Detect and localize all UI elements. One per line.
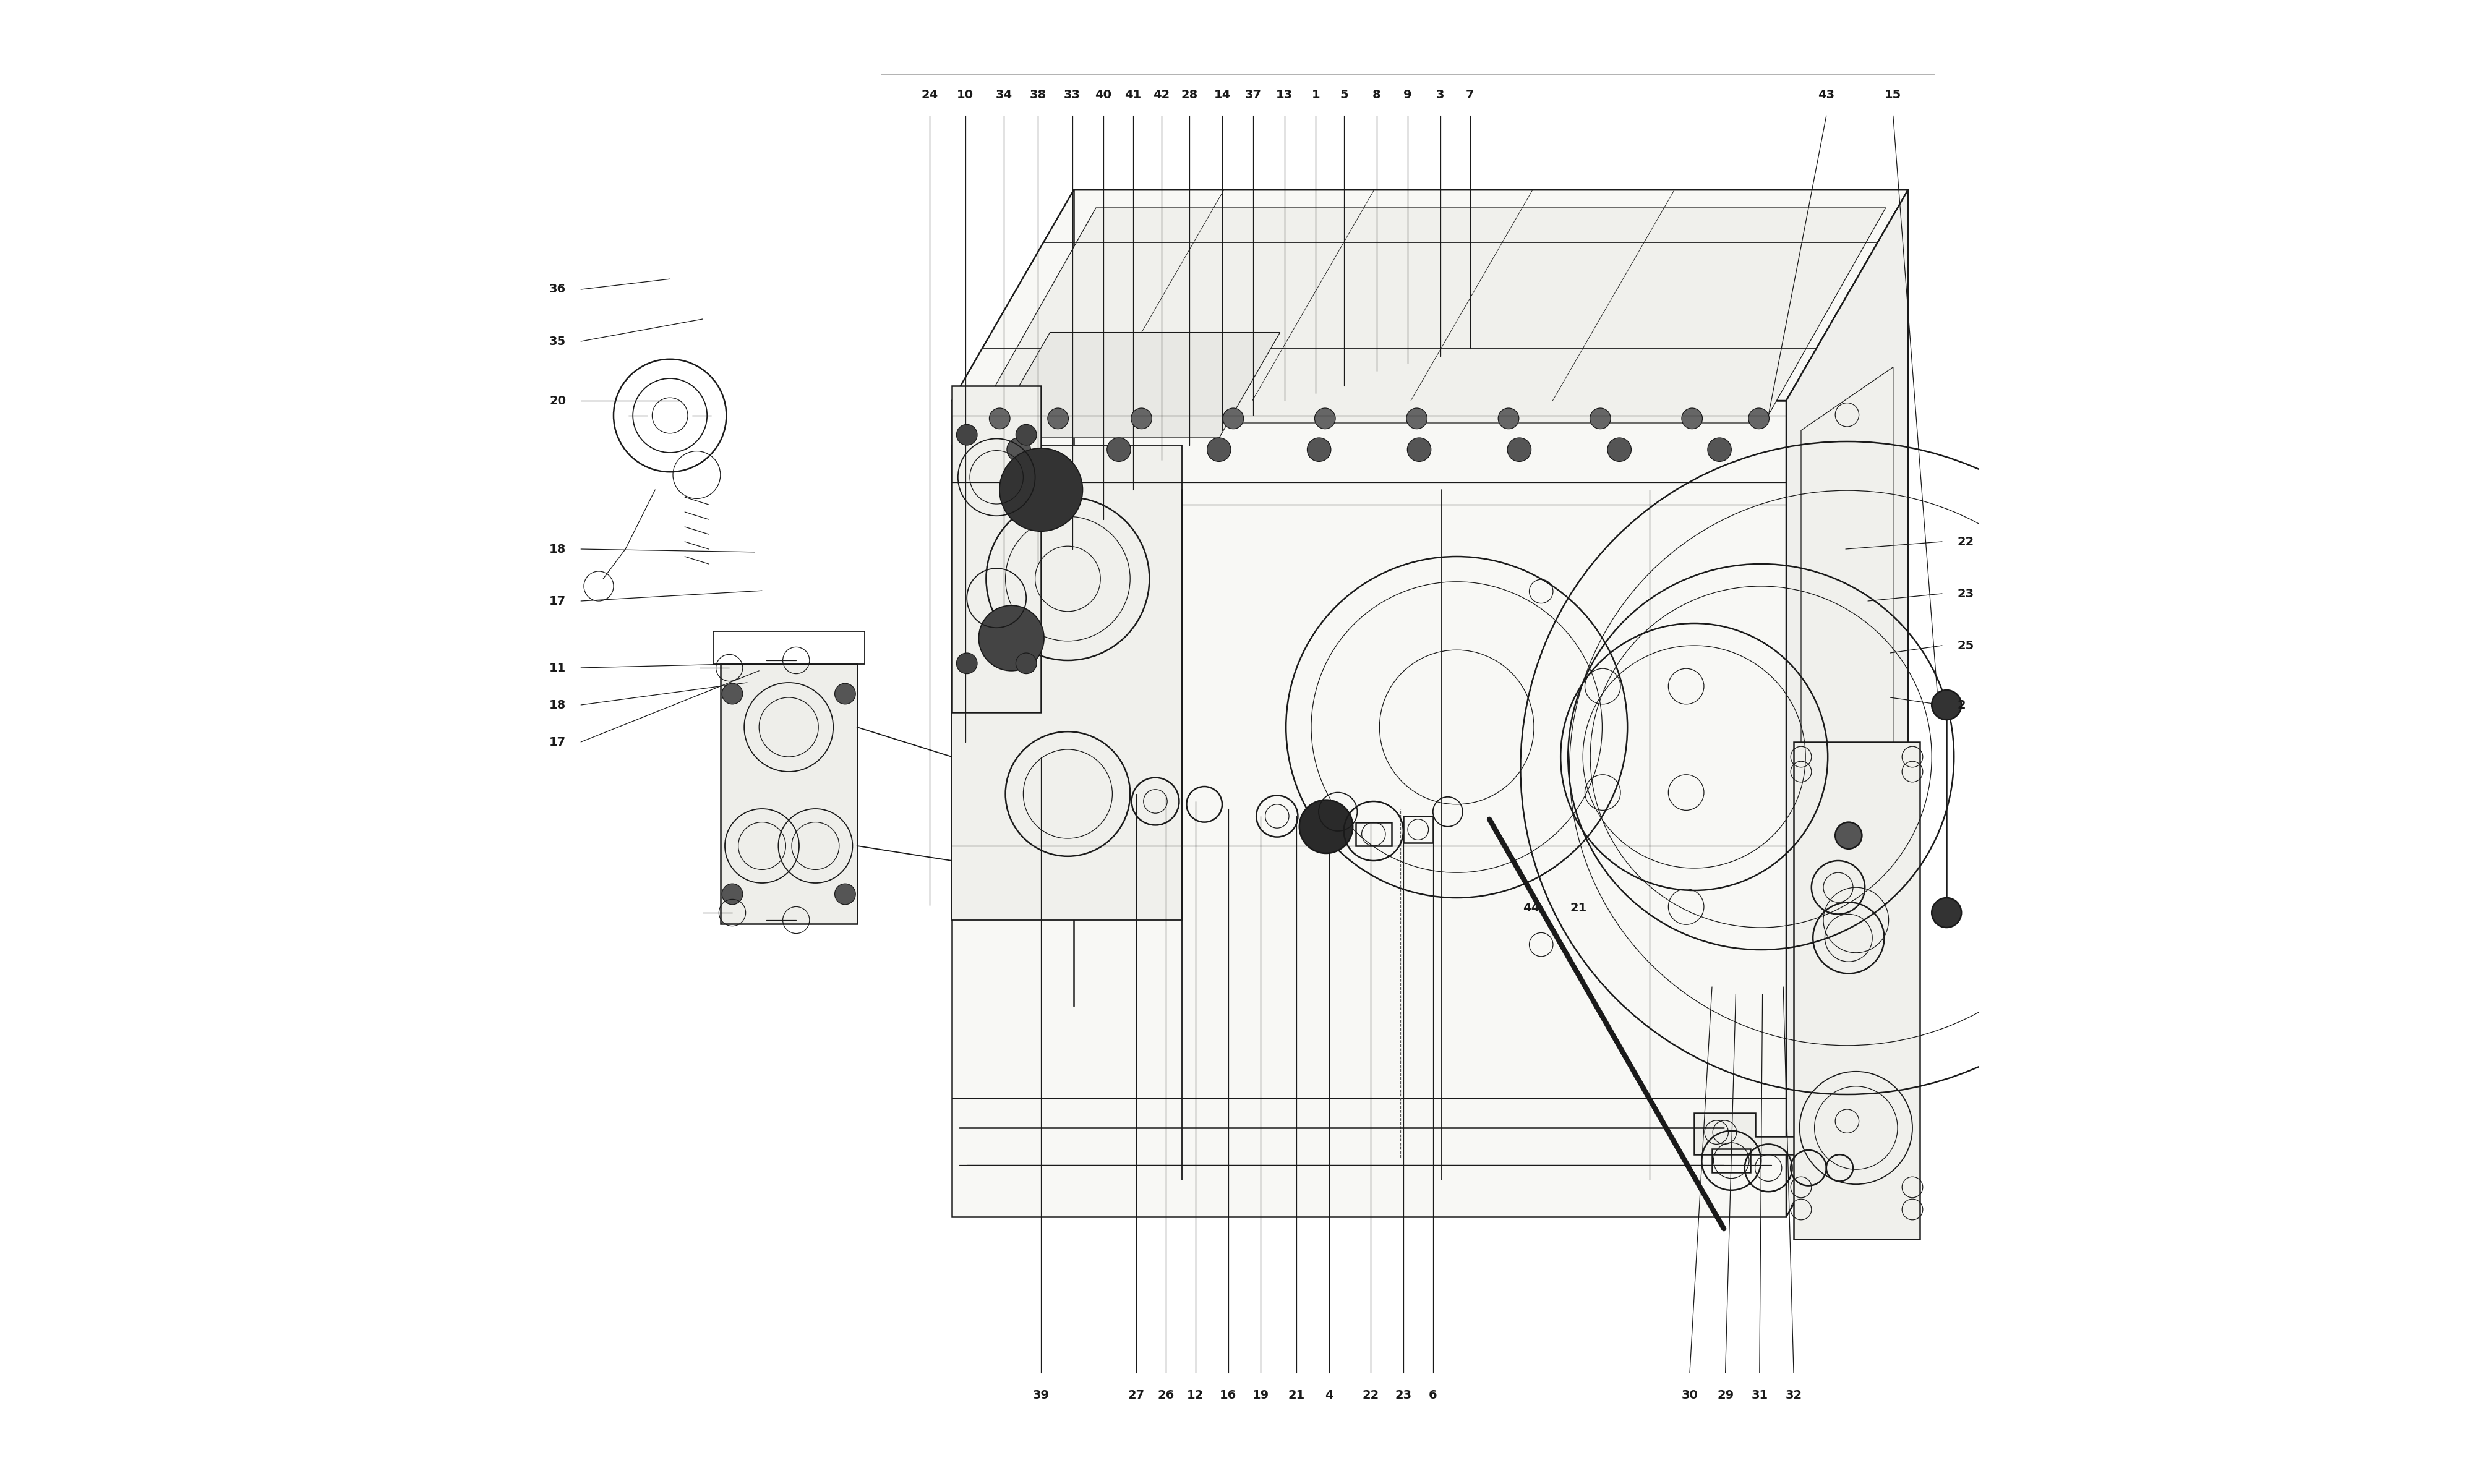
Text: 20: 20	[549, 395, 567, 407]
Polygon shape	[1794, 742, 1920, 1239]
Circle shape	[999, 448, 1084, 531]
Circle shape	[722, 883, 742, 904]
Text: 29: 29	[1717, 1389, 1734, 1401]
Text: 27: 27	[1128, 1389, 1145, 1401]
Text: 5: 5	[1338, 89, 1348, 101]
Circle shape	[1932, 690, 1962, 720]
Text: 9: 9	[1403, 89, 1413, 101]
Circle shape	[980, 605, 1044, 671]
Polygon shape	[952, 190, 1907, 401]
Bar	[952, 416, 1786, 482]
Text: 15: 15	[1885, 89, 1903, 101]
Circle shape	[957, 424, 977, 445]
Text: 17: 17	[549, 736, 567, 748]
Text: 11: 11	[549, 662, 567, 674]
Text: 10: 10	[957, 89, 975, 101]
Text: 28: 28	[1180, 89, 1197, 101]
Text: 24: 24	[920, 89, 938, 101]
Polygon shape	[952, 386, 1042, 712]
Circle shape	[1707, 438, 1732, 462]
Text: 22: 22	[1957, 536, 1974, 548]
Text: 18: 18	[549, 543, 567, 555]
Circle shape	[1932, 898, 1962, 927]
Circle shape	[1017, 424, 1037, 445]
Text: 12: 12	[1188, 1389, 1205, 1401]
Bar	[713, 632, 863, 665]
Bar	[1403, 816, 1432, 843]
Circle shape	[1017, 653, 1037, 674]
Circle shape	[1047, 408, 1069, 429]
Circle shape	[1207, 438, 1232, 462]
Text: 8: 8	[1373, 89, 1380, 101]
Text: 41: 41	[1126, 89, 1141, 101]
Circle shape	[1749, 408, 1769, 429]
Text: 42: 42	[1153, 89, 1170, 101]
Text: 19: 19	[1252, 1389, 1269, 1401]
Circle shape	[1299, 800, 1353, 853]
Circle shape	[1131, 408, 1153, 429]
Circle shape	[722, 683, 742, 705]
Circle shape	[1836, 822, 1863, 849]
Text: 37: 37	[1244, 89, 1262, 101]
Circle shape	[1405, 408, 1427, 429]
Text: 36: 36	[549, 283, 567, 295]
Text: 22: 22	[1363, 1389, 1378, 1401]
Text: 2: 2	[1957, 699, 1964, 711]
Bar	[1712, 1149, 1752, 1172]
Text: 38: 38	[1029, 89, 1047, 101]
Text: 34: 34	[995, 89, 1012, 101]
Text: 13: 13	[1277, 89, 1294, 101]
Text: 1: 1	[1311, 89, 1321, 101]
Circle shape	[1507, 438, 1531, 462]
Circle shape	[1608, 438, 1630, 462]
Text: 30: 30	[1682, 1389, 1697, 1401]
Polygon shape	[952, 401, 1786, 1217]
Text: 3: 3	[1437, 89, 1445, 101]
Text: 23: 23	[1957, 588, 1974, 600]
Text: 26: 26	[1158, 1389, 1175, 1401]
Polygon shape	[1695, 1113, 1816, 1155]
Text: 35: 35	[549, 335, 567, 347]
Circle shape	[1591, 408, 1611, 429]
Polygon shape	[1801, 367, 1893, 1187]
Circle shape	[1408, 438, 1430, 462]
Circle shape	[1499, 408, 1519, 429]
Circle shape	[1007, 438, 1032, 462]
Text: 40: 40	[1096, 89, 1111, 101]
Text: 17: 17	[549, 595, 567, 607]
Text: 6: 6	[1427, 1389, 1437, 1401]
Circle shape	[1106, 438, 1131, 462]
Text: 4: 4	[1324, 1389, 1333, 1401]
Text: 23: 23	[1395, 1389, 1413, 1401]
Circle shape	[1222, 408, 1244, 429]
Text: 39: 39	[1032, 1389, 1049, 1401]
Circle shape	[834, 883, 856, 904]
Circle shape	[834, 683, 856, 705]
Text: 44: 44	[1522, 902, 1539, 914]
Circle shape	[1314, 408, 1336, 429]
Bar	[1356, 822, 1390, 846]
Polygon shape	[990, 332, 1279, 438]
Text: 32: 32	[1786, 1389, 1801, 1401]
Text: 14: 14	[1215, 89, 1230, 101]
Text: 7: 7	[1467, 89, 1475, 101]
Circle shape	[1682, 408, 1702, 429]
Circle shape	[957, 653, 977, 674]
Polygon shape	[952, 445, 1183, 920]
Polygon shape	[720, 665, 856, 923]
Circle shape	[1306, 438, 1331, 462]
Polygon shape	[975, 208, 1885, 423]
Text: 43: 43	[1818, 89, 1836, 101]
Text: 16: 16	[1220, 1389, 1237, 1401]
Text: 18: 18	[549, 699, 567, 711]
Text: 31: 31	[1752, 1389, 1769, 1401]
Text: 21: 21	[1289, 1389, 1304, 1401]
Text: 21: 21	[1571, 902, 1586, 914]
Polygon shape	[1786, 190, 1907, 1217]
Text: 33: 33	[1064, 89, 1081, 101]
Text: 25: 25	[1957, 640, 1974, 651]
Circle shape	[990, 408, 1009, 429]
